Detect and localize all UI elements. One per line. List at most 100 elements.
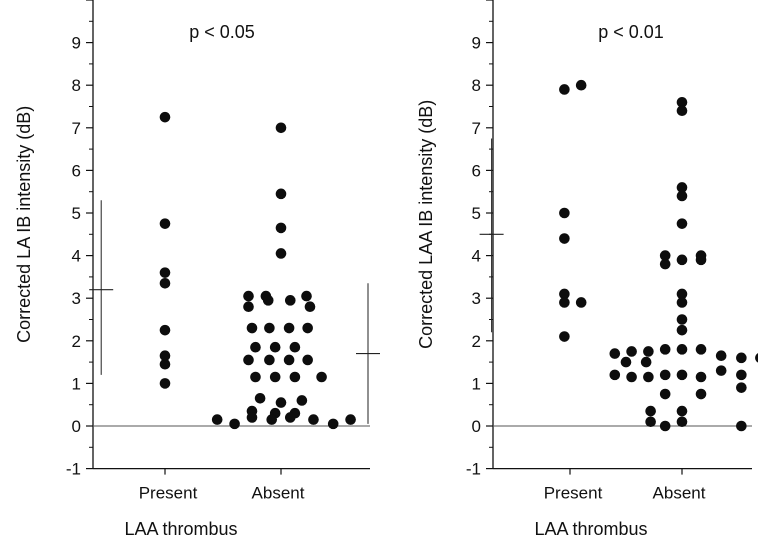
y-tick-label: 7 [472,119,481,138]
data-point [676,218,688,229]
y-tick-label: 0 [72,417,81,436]
data-point [302,322,313,334]
data-point [643,371,654,383]
data-point [676,105,688,117]
data-point [284,412,296,423]
y-tick-label: 2 [72,332,81,351]
data-point [269,341,281,353]
data-point [659,420,671,432]
panel-laa-ib: -1 0 1 2 3 4 5 6 7 8 9 Present Absent LAA thrombus Cor… [416,0,758,539]
x-axis-title: LAA thrombus [124,519,237,539]
data-point [695,371,707,383]
data-point [695,388,707,400]
data-point [159,378,171,389]
data-point [275,248,287,259]
data-point [659,369,671,381]
data-point [676,190,688,202]
data-point [275,222,287,234]
data-point [676,297,688,308]
x-axis-title: LAA thrombus [534,519,647,539]
data-point [283,322,295,334]
y-tick-label: 9 [472,34,481,53]
data-point [559,288,570,300]
y-axis-title: Corrected LAA IB intensity (dB) [416,100,436,349]
data-point [609,348,621,359]
data-point [159,218,171,229]
y-tick-label: 9 [72,34,81,53]
data-point [559,233,570,244]
data-point [640,356,652,368]
data-point [275,122,287,134]
data-point [695,344,707,355]
data-point [643,346,654,357]
data-point [269,371,281,383]
data-point [626,371,637,383]
data-point [676,182,688,193]
x-tick-label-absent: Absent [252,484,305,503]
data-point [676,405,688,417]
data-point [327,418,339,430]
y-tick-label: 5 [72,204,81,223]
data-point [264,354,275,366]
data-point [302,354,313,366]
y-tick-label: 6 [72,161,81,180]
y-tick-label: 4 [472,247,481,266]
data-point [308,414,319,425]
data-point [695,254,707,266]
data-point [676,314,688,325]
data-point [211,414,223,425]
data-point [659,258,671,270]
data-point [250,341,261,353]
data-point [755,353,758,363]
y-tick-label: 7 [72,119,81,138]
data-point [243,354,254,366]
y-axis-title: Corrected LA IB intensity (dB) [14,106,34,343]
y-tick-label: 0 [472,417,481,436]
data-point [575,297,587,308]
data-point [301,290,312,302]
data-point [676,369,688,381]
data-point [676,96,688,108]
data-point [262,295,274,306]
data-point [559,207,570,219]
x-tick-label-present: Present [139,484,198,503]
data-point [316,371,327,383]
y-tick-label: 8 [72,76,81,95]
data-point [575,79,587,91]
panel-la-ib: -1 0 1 2 3 4 5 6 7 8 9 Present Absent LAA thrombus Cor… [14,0,380,539]
y-tick-label: 4 [72,247,81,266]
y-tick-label: 3 [472,289,481,308]
data-point [289,341,301,353]
data-point [736,369,747,381]
x-tick-label-absent: Absent [653,484,706,503]
data-point [283,354,295,366]
data-point [254,393,266,404]
data-point [296,395,308,406]
y-tick-label: 8 [472,76,481,95]
data-point [715,365,727,376]
data-point [676,254,688,266]
data-point [559,297,570,308]
y-tick-label: 3 [72,289,81,308]
data-point [659,250,671,261]
data-point [250,371,261,383]
data-point [159,358,171,370]
y-tick-label: 6 [472,161,481,180]
data-point [736,382,747,393]
y-tick-label: 5 [472,204,481,223]
data-point [246,322,258,334]
data-point [264,322,275,334]
data-point [645,405,656,417]
data-point [243,301,254,313]
data-point [676,324,688,336]
data-point [626,346,637,357]
p-value-annotation: p < 0.05 [189,22,255,42]
data-point [304,301,316,313]
data-point [736,352,747,364]
p-value-annotation: p < 0.01 [598,22,664,42]
data-point [559,84,570,95]
data-point [345,414,356,425]
data-point [659,344,671,355]
data-point [736,420,747,432]
